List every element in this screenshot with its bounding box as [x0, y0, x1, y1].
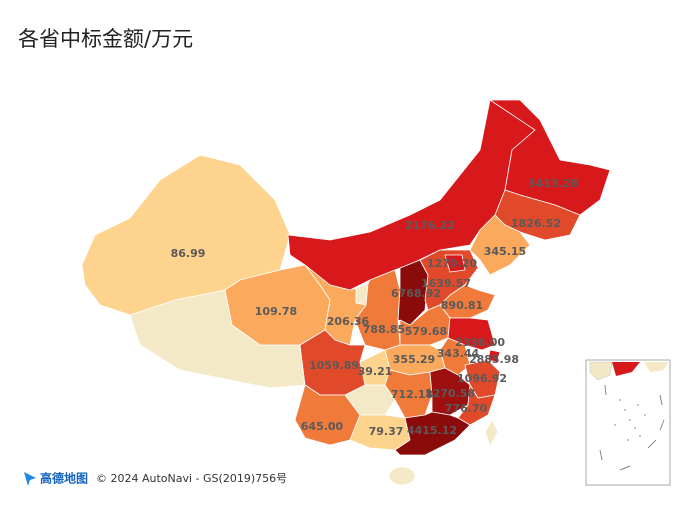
value-label: 345.15 [484, 245, 526, 258]
value-label: 6768.92 [391, 287, 441, 300]
value-label: 2176.22 [405, 219, 455, 232]
value-label: 2885.98 [469, 353, 519, 366]
attribution: 高德地图 © 2024 AutoNavi - GS(2019)756号 [24, 471, 287, 486]
value-label: 3413.28 [528, 177, 578, 190]
regions [81, 99, 611, 456]
value-label: 1059.89 [309, 359, 359, 372]
inset [585, 359, 671, 486]
value-label: 645.00 [301, 420, 344, 433]
value-label: 1639.57 [421, 277, 471, 290]
value-label: 776.70 [445, 402, 488, 415]
hainan [388, 466, 416, 486]
attribution-text: © 2024 AutoNavi - GS(2019)756号 [96, 472, 287, 485]
value-label: 4415.12 [407, 424, 457, 437]
province [81, 154, 291, 316]
province [444, 254, 466, 273]
value-label: 109.78 [255, 305, 297, 318]
value-label: 343.44 [437, 347, 480, 360]
value-label: 355.29 [393, 353, 435, 366]
no-data-regions [129, 283, 499, 486]
province [469, 214, 531, 276]
province [457, 384, 496, 426]
value-label: 712.18 [391, 388, 433, 401]
logo-text: 高德地图 [40, 471, 88, 486]
value-label: 788.85 [363, 323, 405, 336]
province [487, 349, 501, 363]
labels: 86.99 109.78 2176.22 3413.28 1826.52 345.15 20… [171, 177, 578, 438]
value-label: 1270.20 [427, 257, 477, 270]
province [394, 411, 471, 456]
value-label: 79.37 [369, 425, 404, 438]
value-label: 86.99 [171, 247, 206, 260]
taiwan [484, 419, 499, 447]
value-label: 1270.58 [425, 387, 475, 400]
value-label: 1096.92 [457, 372, 507, 385]
value-label: 206.36 [327, 315, 370, 328]
value-label: 1826.52 [511, 217, 561, 230]
province [489, 99, 611, 216]
value-label: 579.68 [405, 325, 447, 338]
value-label: 39.21 [358, 365, 393, 378]
value-label: 2336.00 [455, 336, 505, 349]
value-label: 890.81 [441, 299, 483, 312]
title: 各省中标金额/万元 [18, 27, 193, 51]
